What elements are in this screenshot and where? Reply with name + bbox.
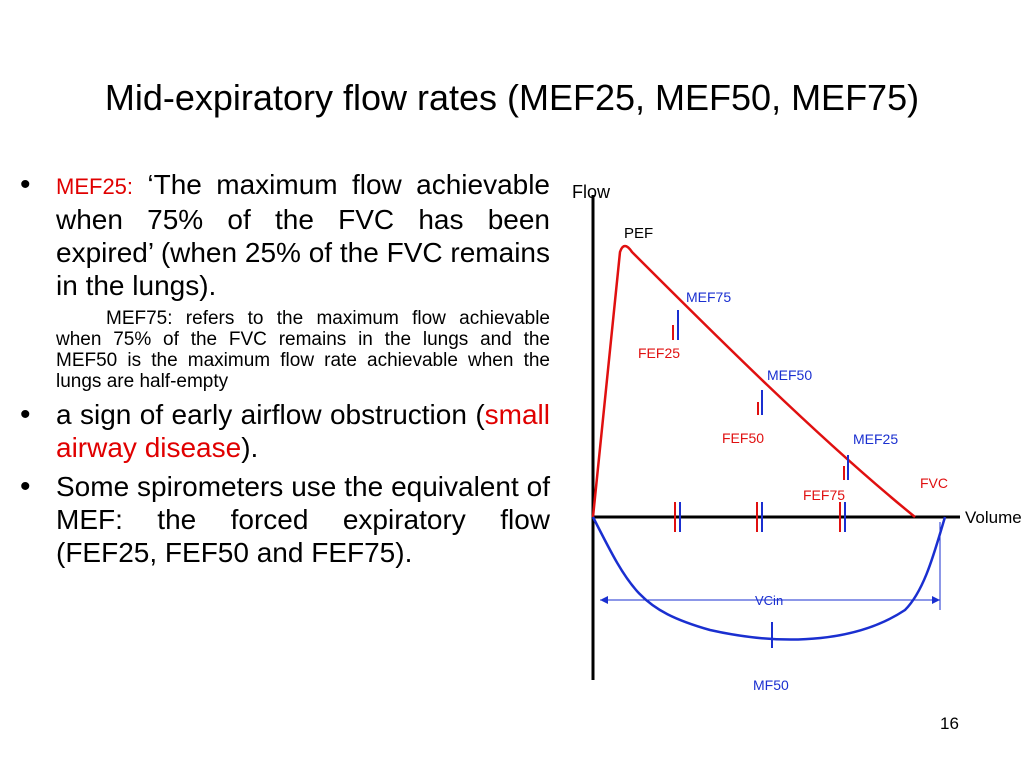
bullet-dot: •: [20, 168, 31, 201]
slide-title: Mid-expiratory flow rates (MEF25, MEF50,…: [104, 77, 920, 118]
airflow-text-b: ).: [241, 432, 259, 463]
mef25-label: MEF25: [853, 431, 898, 447]
mef75-label: MEF75: [686, 289, 731, 305]
vcin-arrow-left: [600, 596, 608, 604]
vcin-label: VCin: [755, 593, 783, 608]
bullet-spirometers: • Some spirometers use the equivalent of…: [20, 470, 550, 569]
spirometers-text: Some spirometers use the equivalent of M…: [56, 471, 550, 568]
expiratory-curve: [591, 244, 916, 518]
mef50-label: MEF50: [767, 367, 812, 383]
airflow-text-a: a sign of early airflow obstruction (: [56, 399, 485, 430]
small-airway-highlight: small airway disease: [56, 399, 550, 463]
inspiratory-curve: [591, 516, 947, 641]
fvc-label: FVC: [920, 475, 948, 491]
bullet-list: • MEF25: ‘The maximum flow achievable wh…: [20, 168, 550, 569]
volume-label: Volume: [965, 508, 1022, 527]
flow-volume-diagram: Flow Volume PEF FVC VCin MF50 MEF75 MEF5…: [572, 182, 1022, 693]
flow-label: Flow: [572, 182, 611, 202]
mef25-label: MEF25:: [56, 174, 134, 199]
vcin-arrow-right: [932, 596, 940, 604]
pef-label: PEF: [624, 225, 653, 242]
mef75-note-text: MEF75: refers to the maximum flow achiev…: [56, 308, 550, 392]
bullet-dot: •: [20, 398, 31, 431]
fef75-label: FEF75: [803, 487, 845, 503]
mef75-note: MEF75: refers to the maximum flow achiev…: [20, 308, 550, 392]
page-number: 16: [940, 714, 959, 733]
fef50-label: FEF50: [722, 430, 764, 446]
bullet-airflow: • a sign of early airflow obstruction (s…: [20, 398, 550, 464]
bullet-mef25: • MEF25: ‘The maximum flow achievable wh…: [20, 168, 550, 302]
mef25-definition: ‘The maximum flow achievable when 75% of…: [56, 169, 550, 301]
fef25-label: FEF25: [638, 345, 680, 361]
mf50-label: MF50: [753, 677, 789, 693]
bullet-dot: •: [20, 470, 31, 503]
